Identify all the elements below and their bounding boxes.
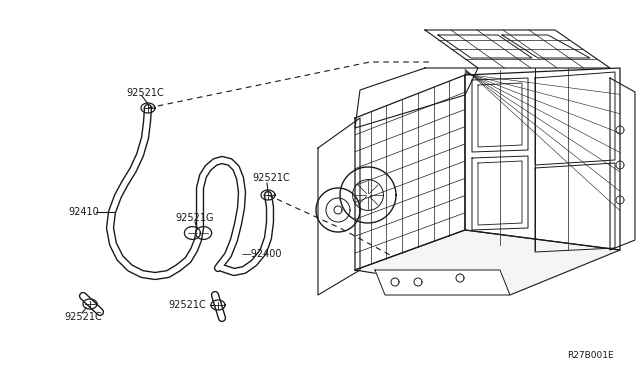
Polygon shape [318, 118, 360, 295]
Polygon shape [375, 270, 510, 295]
Text: 92521C: 92521C [126, 88, 164, 98]
Text: R27B001E: R27B001E [568, 352, 614, 360]
Polygon shape [355, 75, 465, 270]
Polygon shape [465, 68, 620, 250]
Text: 92521C: 92521C [252, 173, 290, 183]
Text: 92521C: 92521C [168, 300, 205, 310]
Text: —92400: —92400 [242, 249, 282, 259]
Polygon shape [425, 30, 610, 68]
Polygon shape [355, 68, 478, 128]
Text: 92521C: 92521C [64, 312, 102, 322]
Text: 92410: 92410 [68, 207, 99, 217]
Polygon shape [355, 230, 620, 295]
Polygon shape [610, 78, 635, 250]
Text: 92521G: 92521G [175, 213, 214, 223]
